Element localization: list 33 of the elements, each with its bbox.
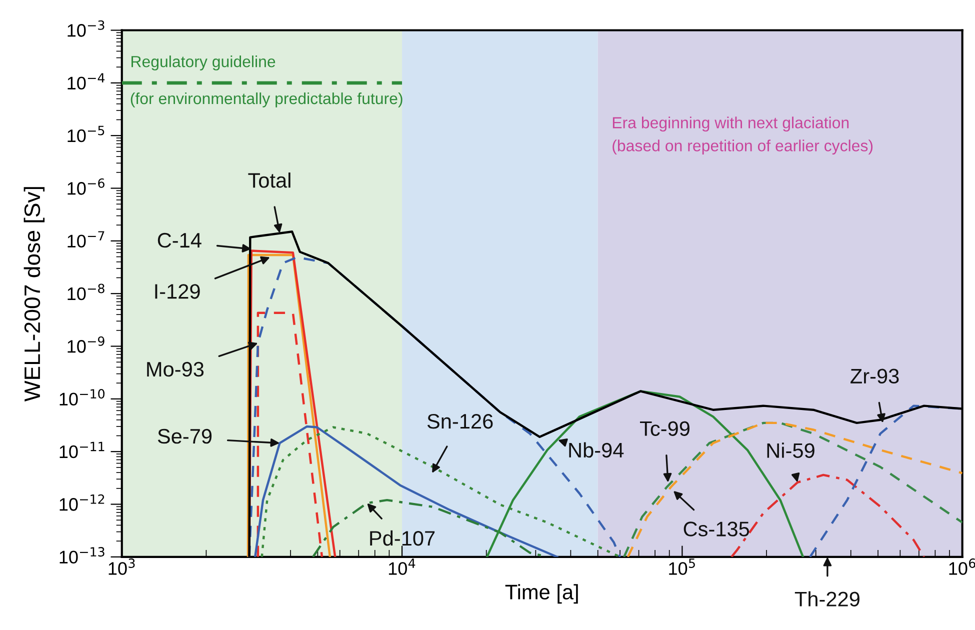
annotation: Se-79 [158,428,212,444]
x-tick-label: 10$^{6}$ [949,558,975,575]
annotation: Tc-99 [640,421,690,436]
x-tick-label: 10$^{5}$ [669,558,695,575]
y-tick-label: 10$^{−10}$ [60,389,105,406]
y-tick-label: 10$^{−9}$ [68,336,104,353]
annotation: Cs-135 [684,522,750,536]
y-tick-label: 10$^{−11}$ [60,442,104,458]
x-axis-title: Time [a] [505,584,578,604]
annotation: Th-229 [794,591,860,607]
annotation: I-129 [155,284,200,299]
annotation: Zr-93 [850,368,899,384]
annotation: Sn-126 [427,414,493,429]
y-tick-label: 10$^{−13}$ [60,547,104,564]
x-tick-label: 10$^{3}$ [108,558,135,575]
y-tick-label: 10$^{−6}$ [68,178,104,195]
y-tick-label: 10$^{−3}$ [68,20,104,37]
y-tick-label: 10$^{−8}$ [68,284,104,300]
y-axis-title: WELL-2007 dose [Sv] [24,187,45,402]
annotation: Pd-107 [370,530,435,546]
y-tick-label: 10$^{−4}$ [68,73,105,90]
x-tick-label: 10$^{4}$ [388,558,416,575]
y-tick-label: 10$^{−12}$ [60,494,104,511]
annotation: Ni-59 [767,442,814,458]
annotation: (for environmentally predictable future) [130,92,402,108]
annotation: Nb-94 [569,442,624,458]
y-tick-label: 10$^{−7}$ [68,231,104,248]
annotation: Mo-93 [147,362,204,377]
annotation: C-14 [158,232,202,248]
series-label: Regulatory guideline [132,56,276,70]
y-tick-label: 10$^{−5}$ [68,126,104,142]
band-label: Era beginning with next glaciation (based on repetition of earlier cycles) [612,116,873,155]
annotation: Total [248,172,290,188]
